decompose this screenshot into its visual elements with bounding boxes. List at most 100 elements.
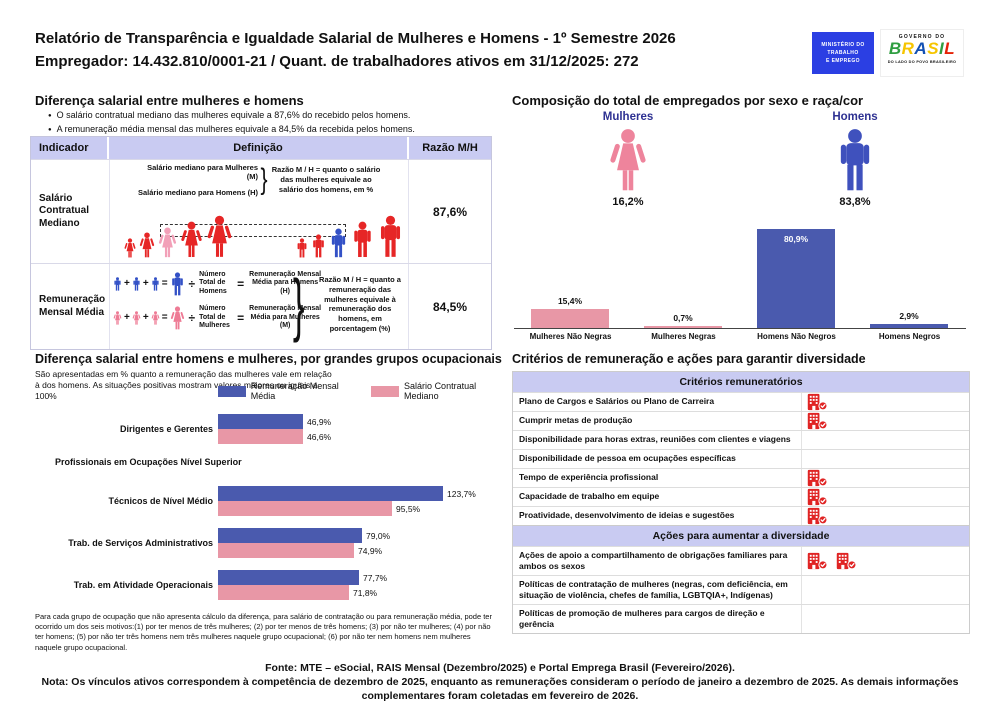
label-median-men: Salário mediano para Homens (H)	[137, 188, 258, 197]
occupation-row: Dirigentes e Gerentes 46,9% 46,6%	[35, 414, 505, 445]
occupational-bar-chart: Dirigentes e Gerentes 46,9% 46,6% Profissio…	[35, 408, 505, 601]
bar-line: 123,7%	[218, 486, 476, 502]
bar-line: 77,7%	[218, 570, 388, 586]
operator-symbol: +	[124, 278, 130, 290]
label-total-men: Número Total de Homens	[199, 271, 227, 295]
bar-line: 71,8%	[218, 585, 387, 601]
criteria-table: Critérios remuneratórios Plano de Cargos …	[512, 371, 970, 635]
footer-source: Fonte: MTE – eSocial, RAIS Mensal (Dezem…	[265, 662, 735, 674]
category-label: Trab. de Serviços Administrativos	[68, 537, 213, 548]
composition-bar	[644, 326, 722, 328]
criteria-check-cell	[801, 605, 969, 634]
legend-swatch-blue	[218, 385, 246, 397]
criteria-row: Plano de Cargos e Salários ou Plano de C…	[513, 392, 969, 411]
composition-bar-chart: 15,4% 0,7% 80,9% 2,9%	[514, 229, 966, 329]
operator-symbol: +	[124, 312, 130, 324]
bar-pair: 77,7% 71,8%	[218, 570, 388, 601]
men-figures	[296, 215, 404, 258]
section-title-composition: Composição do total de empregados por se…	[512, 93, 864, 108]
criteria-row: Ações de apoio a compartilhamento de obr…	[513, 546, 969, 576]
criteria-check-cell	[801, 412, 969, 430]
section-title-criteria: Critérios de remuneração e ações para ga…	[512, 352, 866, 366]
ratio-explanation: Razão M / H = quanto a remuneração das m…	[319, 275, 401, 333]
equals-symbol: =	[237, 276, 245, 291]
company-check-icon	[807, 393, 828, 411]
category-label: Mulheres Negras	[651, 332, 716, 341]
bar-pair: 79,0% 74,9%	[218, 528, 391, 559]
bar-remuneracao-media	[218, 486, 443, 502]
footer: Fonte: MTE – eSocial, RAIS Mensal (Dezem…	[30, 661, 970, 704]
criteria-check-cell	[801, 450, 969, 468]
mte-logo-line: TRABALHO	[827, 50, 859, 56]
bar-value-label: 15,4%	[557, 296, 583, 306]
composition-group-women: Mulheres 16,2%	[568, 111, 688, 208]
company-check-icon	[807, 412, 828, 430]
criteria-label: Políticas de promoção de mulheres para c…	[519, 608, 765, 630]
bullet-median-salary: O salário contratual mediano das mulhere…	[48, 110, 411, 120]
ratio-value: 87,6%	[432, 204, 468, 219]
category-label-no-data: Profissionais em Ocupações Nível Superio…	[55, 457, 242, 468]
bar-value-label: 2,9%	[899, 311, 919, 321]
female-person-icon	[158, 227, 177, 258]
bar-salario-mediano	[218, 543, 354, 559]
legend-item-remuneracao: Remuneração Mensal Média	[218, 381, 357, 401]
equals-symbol: =	[237, 310, 245, 325]
brasil-letter: I	[939, 39, 945, 58]
bar-pair: 123,7% 95,5%	[218, 486, 476, 517]
composition-bar	[531, 309, 609, 328]
company-check-icon	[836, 552, 857, 570]
category-label: Mulheres Não Negras	[529, 332, 612, 341]
composition-bar	[870, 324, 948, 328]
calc-women-line: + + = ÷ Número Total de Mulheres = Remuner…	[113, 305, 322, 330]
operator-symbol: +	[142, 312, 149, 324]
bar-salario-mediano	[218, 501, 392, 517]
composition-category-labels: Mulheres Não Negras Mulheres Negras Homens…	[514, 332, 966, 341]
table-row-salario-mediano: Salário Contratual Mediano Salário media…	[31, 159, 491, 263]
indicator-name: Remuneração Mensal Média	[39, 294, 106, 318]
bar-value-label: 74,9%	[358, 545, 383, 556]
mte-ministry-logo: MINISTÉRIO DO TRABALHO E EMPREGO	[812, 32, 874, 74]
bar-value-label: 79,0%	[366, 530, 391, 541]
female-person-icon	[124, 238, 136, 258]
female-person-icon	[151, 311, 160, 325]
legend-swatch-pink	[371, 385, 400, 397]
label-mean-men: Remuneração Mensal Média para Homens (H)	[249, 271, 322, 295]
brasil-letter: L	[944, 39, 956, 58]
bar-value-label: 77,7%	[363, 572, 388, 583]
legend-item-salario: Salário Contratual Mediano	[371, 381, 505, 401]
definition-diagram: Salário mediano para Mulheres (M) Salári…	[109, 160, 409, 263]
divide-symbol: ÷	[188, 310, 196, 325]
male-person-icon	[114, 276, 121, 291]
criteria-row: Cumprir metas de produção	[513, 411, 969, 430]
male-person-icon	[152, 276, 159, 291]
female-person-icon	[113, 311, 122, 325]
criteria-row: Tempo de experiência profissional	[513, 468, 969, 487]
bar-remuneracao-media	[218, 528, 362, 544]
bar-salario-mediano	[218, 585, 349, 601]
bar-value-label: 123,7%	[447, 488, 476, 499]
mte-logo-line: E EMPREGO	[826, 58, 860, 64]
category-label: Homens Não Negros	[757, 332, 836, 341]
mte-logo-line: MINISTÉRIO DO	[821, 42, 865, 48]
occupational-section: Diferença salarial entre homens e mulher…	[35, 352, 505, 653]
criteria-row: Disponibilidade para horas extras, reuni…	[513, 430, 969, 449]
criteria-label: Plano de Cargos e Salários ou Plano de C…	[519, 396, 715, 407]
occupational-footnote: Para cada grupo de ocupação que não apre…	[35, 612, 492, 652]
women-sum-icons: + + =	[113, 306, 185, 330]
company-check-icon	[807, 552, 828, 570]
bar-remuneracao-media	[218, 570, 359, 586]
criteria-section: Critérios de remuneração e ações para ga…	[512, 352, 970, 635]
gov-logo-top-text: GOVERNO DO	[898, 34, 946, 40]
col-header-definicao: Definição	[109, 137, 409, 159]
occupation-row: Trab. de Serviços Administrativos 79,0% 74…	[35, 528, 505, 559]
company-check-icon	[807, 488, 828, 506]
operator-symbol: =	[161, 312, 168, 324]
chart-legend: Remuneração Mensal Média Salário Contrat…	[218, 381, 505, 401]
page-subtitle: Empregador: 14.432.810/0001-21 / Quant. …	[35, 53, 639, 70]
criteria-label: Proatividade, desenvolvimento de ideias …	[519, 510, 735, 521]
bar-line: 79,0%	[218, 528, 391, 544]
legend-label: Remuneração Mensal Média	[250, 381, 339, 401]
bar-value-label: 71,8%	[353, 587, 378, 598]
composition-section: Composição do total de empregados por se…	[512, 93, 970, 355]
bar-value-label: 0,7%	[673, 313, 693, 323]
